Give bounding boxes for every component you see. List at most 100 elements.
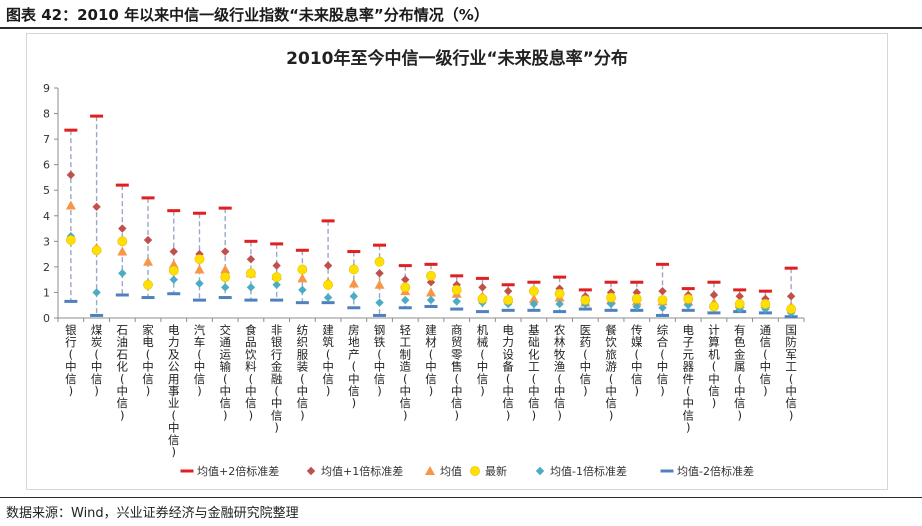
point-latest bbox=[143, 279, 153, 290]
legend-item-latest: 最新 bbox=[470, 464, 507, 478]
series-mean-plus-2sd bbox=[64, 114, 798, 293]
point-latest bbox=[709, 301, 719, 312]
point-mean-plus-1sd bbox=[221, 247, 230, 256]
point-mean-minus-2sd bbox=[578, 307, 592, 311]
point-latest bbox=[734, 299, 745, 309]
point-latest bbox=[348, 264, 359, 275]
figure-caption: 图表 42：2010 年以来中信一级行业指数“未来股息率”分布情况（%） bbox=[6, 6, 489, 24]
legend-marker-latest bbox=[470, 466, 480, 476]
point-latest bbox=[117, 236, 128, 247]
y-tick-label: 6 bbox=[43, 159, 50, 172]
point-mean-plus-1sd bbox=[272, 261, 281, 270]
point-latest bbox=[683, 293, 694, 304]
legend-item-mean-minus-1sd: 均值-1倍标准差 bbox=[535, 464, 627, 478]
point-mean-minus-2sd bbox=[244, 298, 258, 302]
legend-item-mean-minus-2sd: 均值-2倍标准差 bbox=[660, 464, 754, 478]
caption-rule bbox=[0, 27, 922, 29]
point-mean-plus-1sd bbox=[401, 275, 410, 284]
point-mean-minus-2sd bbox=[527, 308, 541, 312]
point-mean bbox=[194, 264, 205, 274]
point-latest bbox=[426, 270, 436, 281]
y-tick-label: 1 bbox=[43, 286, 50, 299]
x-tick-label: 家电(中信) bbox=[142, 323, 154, 398]
point-mean-minus-2sd bbox=[167, 292, 181, 296]
point-mean bbox=[426, 287, 436, 297]
point-mean-plus-2sd bbox=[321, 219, 335, 223]
chart-svg: 0 1 2 3 4 5 6 7 8 9 银行(中信) 煤炭(中信) 石油石化(中信) 家电(中信) 电力及公… bbox=[43, 82, 805, 478]
point-mean-plus-2sd bbox=[630, 280, 644, 284]
legend-item-mean-plus-1sd: 均值+1倍标准差 bbox=[306, 464, 403, 478]
legend-label: 均值 bbox=[440, 465, 462, 478]
point-mean bbox=[297, 273, 308, 283]
point-latest bbox=[297, 264, 308, 275]
point-mean-plus-2sd bbox=[784, 266, 798, 270]
point-mean-plus-1sd bbox=[143, 235, 153, 245]
point-mean-minus-2sd bbox=[424, 305, 438, 308]
point-latest bbox=[323, 279, 334, 290]
point-mean-minus-2sd bbox=[347, 306, 361, 310]
point-mean-minus-1sd bbox=[272, 280, 281, 289]
series-latest bbox=[65, 235, 797, 314]
point-mean bbox=[348, 278, 359, 288]
point-mean-plus-2sd bbox=[270, 242, 284, 246]
point-mean-minus-2sd bbox=[321, 301, 335, 305]
point-mean-minus-2sd bbox=[475, 310, 489, 314]
point-mean-plus-2sd bbox=[553, 275, 567, 279]
point-mean-plus-1sd bbox=[735, 292, 744, 301]
x-tick-label: 交通运输(中信) bbox=[219, 323, 231, 422]
x-tick-label: 纺织服装(中信) bbox=[297, 323, 309, 422]
point-mean-plus-2sd bbox=[527, 280, 541, 284]
x-tick-label: 房地产(中信) bbox=[348, 323, 360, 410]
legend-marker-mean bbox=[425, 466, 435, 475]
point-latest bbox=[657, 295, 668, 306]
legend-item-mean-plus-2sd: 均值+2倍标准差 bbox=[180, 464, 279, 478]
point-latest bbox=[554, 288, 565, 299]
x-tick-label: 通信(中信) bbox=[760, 323, 772, 398]
point-mean-plus-2sd bbox=[681, 287, 695, 291]
point-latest bbox=[786, 304, 797, 314]
point-mean-minus-1sd bbox=[221, 283, 230, 292]
point-mean-minus-1sd bbox=[452, 297, 461, 306]
x-tick-label: 轻工制造(中信) bbox=[400, 323, 412, 422]
point-mean-minus-2sd bbox=[707, 311, 721, 315]
chart-title: 2010年至今中信一级行业“未来股息率”分布 bbox=[286, 49, 628, 69]
point-latest bbox=[451, 284, 462, 295]
x-tick-label: 国防军工(中信) bbox=[785, 323, 797, 422]
point-mean-minus-2sd bbox=[656, 313, 670, 317]
point-latest bbox=[91, 245, 102, 256]
point-mean-minus-1sd bbox=[169, 275, 178, 284]
y-tick-label: 7 bbox=[43, 133, 50, 146]
point-latest bbox=[503, 295, 514, 306]
legend-label: 均值-1倍标准差 bbox=[550, 464, 627, 478]
point-latest bbox=[400, 282, 411, 293]
x-tick-label: 银行(中信) bbox=[65, 323, 77, 398]
legend-marker-mean-plus-1sd bbox=[306, 466, 316, 476]
x-tick-label: 基础化工(中信) bbox=[528, 323, 540, 422]
x-tick-label: 计算机(中信) bbox=[708, 323, 720, 410]
point-latest bbox=[194, 254, 205, 265]
point-mean-minus-1sd bbox=[684, 301, 693, 310]
legend: 均值+2倍标准差 均值+1倍标准差 均值 最新 均值-1倍标准差 均值-2倍标准差 bbox=[180, 464, 754, 478]
point-mean-minus-2sd bbox=[192, 298, 206, 302]
point-latest bbox=[168, 265, 179, 276]
point-mean-plus-2sd bbox=[373, 243, 387, 247]
point-mean-plus-1sd bbox=[118, 224, 127, 233]
point-mean bbox=[220, 264, 231, 274]
x-tick-label: 电力设备(中信) bbox=[502, 323, 514, 422]
legend-marker-mean-plus-2sd bbox=[180, 469, 194, 473]
x-tick-label: 传媒(中信) bbox=[631, 323, 643, 398]
point-mean-plus-2sd bbox=[141, 196, 155, 200]
legend-item-mean: 均值 bbox=[425, 465, 462, 478]
point-mean-minus-2sd bbox=[553, 310, 567, 314]
point-latest bbox=[760, 299, 771, 309]
point-mean-plus-2sd bbox=[347, 250, 361, 254]
point-mean-plus-2sd bbox=[707, 280, 721, 284]
point-mean bbox=[65, 200, 76, 210]
point-mean-minus-2sd bbox=[295, 301, 309, 305]
point-mean-plus-2sd bbox=[398, 264, 412, 268]
point-mean bbox=[143, 256, 154, 266]
point-mean-plus-1sd bbox=[786, 292, 796, 301]
point-mean-minus-2sd bbox=[270, 298, 284, 302]
source-note: 数据来源：Wind，兴业证券经济与金融研究院整理 bbox=[6, 506, 299, 521]
point-mean-plus-2sd bbox=[167, 209, 181, 213]
